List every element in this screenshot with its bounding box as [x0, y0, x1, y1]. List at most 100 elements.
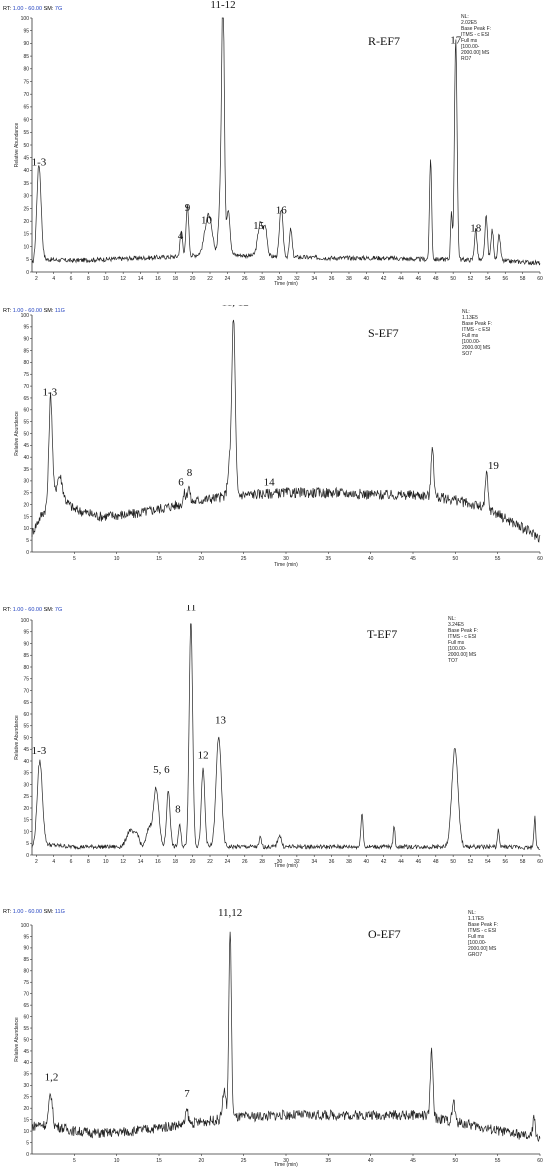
x-axis-label: Time (min)	[274, 1162, 298, 1168]
x-tick-label: 20	[190, 859, 196, 865]
peak-annotation: 12	[198, 750, 209, 762]
nl-info-line: [100.00-	[468, 940, 487, 946]
x-tick-label: 42	[381, 859, 387, 865]
x-tick-label: 6	[70, 859, 73, 865]
nl-info-line: Full ms	[448, 640, 465, 646]
y-tick-label: 65	[23, 1003, 29, 1009]
rt-label: RT: 1.00 - 60.00 SM: 7G	[3, 6, 62, 12]
chromatogram-panel-s: RT: 1.00 - 60.00 SM: 11G 0 5 10 15 20 25 30 35 40…	[0, 305, 550, 580]
nl-info-line: [100.00-	[461, 44, 480, 50]
x-tick-label: 48	[433, 859, 439, 865]
y-tick-label: 85	[23, 348, 29, 354]
x-tick-label: 46	[416, 276, 422, 282]
x-tick-label: 35	[326, 556, 332, 562]
nl-info-line: Base Peak F:	[448, 628, 478, 634]
nl-info-line: 2000.00] MS	[462, 345, 491, 351]
y-tick-label: 5	[26, 538, 29, 544]
nl-info-line: ITMS - c ESI	[468, 928, 496, 934]
y-tick-label: 60	[23, 712, 29, 718]
x-tick-label: 60	[537, 1158, 543, 1164]
x-tick-label: 20	[199, 1158, 205, 1164]
y-tick-label: 95	[23, 325, 29, 331]
y-tick-label: 95	[23, 29, 29, 35]
peak-annotation: 8	[187, 467, 193, 479]
y-tick-label: 80	[23, 67, 29, 73]
x-tick-label: 34	[311, 276, 317, 282]
y-tick-label: 40	[23, 455, 29, 461]
nl-info-line: [100.00-	[448, 646, 467, 652]
x-tick-label: 30	[277, 276, 283, 282]
y-tick-label: 95	[23, 934, 29, 940]
x-tick-label: 14	[138, 859, 144, 865]
x-tick-label: 38	[346, 859, 352, 865]
peak-annotation: 8	[175, 804, 181, 816]
sample-label: O-EF7	[368, 927, 401, 941]
x-tick-label: 10	[103, 859, 109, 865]
x-tick-label: 45	[410, 556, 416, 562]
y-tick-label: 75	[23, 372, 29, 378]
x-tick-label: 22	[207, 859, 213, 865]
y-tick-label: 40	[23, 168, 29, 174]
y-tick-label: 50	[23, 431, 29, 437]
y-tick-label: 20	[23, 806, 29, 812]
x-tick-label: 8	[87, 859, 90, 865]
x-tick-label: 45	[410, 1158, 416, 1164]
y-tick-label: 60	[23, 117, 29, 123]
x-axis-label: Time (min)	[274, 863, 298, 869]
y-tick-label: 35	[23, 181, 29, 187]
y-tick-label: 20	[23, 1106, 29, 1112]
chromatogram-t-svg: RT: 1.00 - 60.00 SM: 7G 0 5 10 15 20 25 30 35 40 4…	[3, 605, 543, 869]
peak-annotation: 10	[201, 215, 213, 227]
x-tick-label: 40	[364, 859, 370, 865]
nl-info-line: 1.13E5	[462, 315, 478, 321]
x-tick-label: 16	[155, 859, 161, 865]
y-tick-label: 20	[23, 219, 29, 225]
chromatogram-r-svg: RT: 1.00 - 60.00 SM: 7G 0 5 10 15 20 25 30 35 40 4…	[3, 0, 543, 287]
peak-annotation: 9	[185, 202, 191, 214]
peak-annotation: 13	[215, 714, 227, 726]
y-tick-label: 85	[23, 957, 29, 963]
y-tick-label: 65	[23, 396, 29, 402]
x-tick-label: 55	[495, 556, 501, 562]
x-tick-label: 48	[433, 276, 439, 282]
x-tick-label: 44	[398, 859, 404, 865]
y-tick-label: 10	[23, 526, 29, 532]
x-tick-label: 10	[114, 556, 120, 562]
y-tick-label: 70	[23, 992, 29, 998]
x-tick-label: 5	[73, 556, 76, 562]
y-tick-label: 15	[23, 514, 29, 520]
peak-annotation: 11-12	[210, 0, 235, 11]
y-tick-label: 40	[23, 759, 29, 765]
nl-info-line: RO7	[461, 56, 472, 62]
y-tick-label: 15	[23, 818, 29, 824]
nl-info-line: TO7	[448, 658, 458, 664]
x-tick-label: 52	[468, 859, 474, 865]
y-tick-label: 60	[23, 408, 29, 414]
axes: 0510152025303540455055606570758085909510…	[21, 313, 543, 562]
axes: 0510152025303540455055606570758085909510…	[21, 16, 543, 282]
y-tick-label: 75	[23, 980, 29, 986]
chromatogram-panel-t: RT: 1.00 - 60.00 SM: 7G 0 5 10 15 20 25 30 35 40 4…	[0, 605, 550, 880]
peak-annotation: 1-3	[32, 156, 47, 168]
x-tick-label: 36	[329, 859, 335, 865]
y-tick-label: 5	[26, 1140, 29, 1146]
x-tick-label: 58	[520, 859, 526, 865]
chromatogram-trace	[31, 623, 541, 851]
nl-info-line: 3.24E5	[448, 622, 464, 628]
y-tick-label: 45	[23, 747, 29, 753]
x-tick-label: 44	[398, 276, 404, 282]
x-tick-label: 32	[294, 859, 300, 865]
nl-info-line: 2.02E5	[461, 20, 477, 26]
x-tick-label: 25	[241, 556, 247, 562]
chromatogram-s-svg: RT: 1.00 - 60.00 SM: 11G 0 5 10 15 20 25 30 35 40…	[3, 305, 543, 568]
x-tick-label: 54	[485, 859, 491, 865]
y-tick-label: 55	[23, 724, 29, 730]
y-axis-label: Relative Abundance	[14, 715, 20, 760]
nl-info-line: 2000.00] MS	[468, 946, 497, 952]
y-tick-label: 90	[23, 41, 29, 47]
nl-info-line: Base Peak F:	[462, 321, 492, 327]
x-tick-label: 50	[453, 556, 459, 562]
x-tick-label: 50	[453, 1158, 459, 1164]
y-tick-label: 80	[23, 665, 29, 671]
x-tick-label: 30	[283, 1158, 289, 1164]
